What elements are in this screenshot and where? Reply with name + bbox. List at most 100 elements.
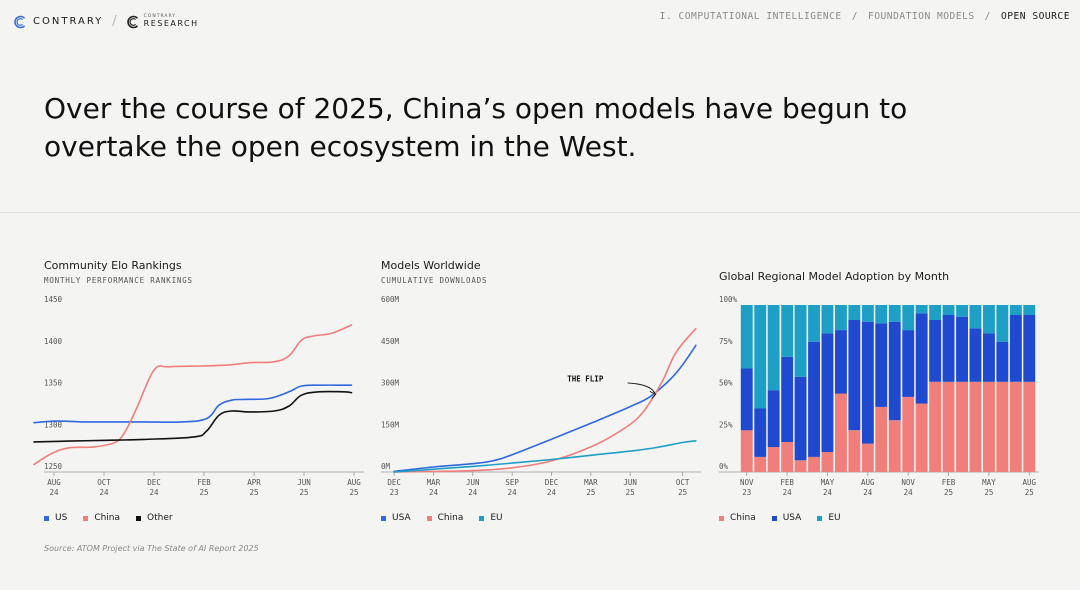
legend-swatch-eu (817, 515, 823, 521)
bar-china (835, 393, 847, 472)
breadcrumb-item-foundation-models[interactable]: FOUNDATION MODELS (867, 11, 975, 22)
elo-chart-subtitle: MONTHLY PERFORMANCE RANKINGS (44, 276, 193, 285)
y-tick-label: 0% (719, 462, 729, 471)
x-tick-label: 23 (742, 488, 751, 497)
bar-eu (835, 305, 847, 331)
series-line-usa (393, 344, 697, 473)
x-tick-label: FEB (197, 478, 211, 487)
bar-eu (1023, 305, 1036, 315)
bar-usa (888, 321, 901, 421)
x-tick-label: 25 (1025, 488, 1034, 497)
bar-china (942, 381, 955, 472)
legend-label-china: China (94, 513, 121, 523)
bar-eu (1009, 305, 1022, 315)
bar-eu (969, 305, 982, 329)
y-tick-label: 0M (381, 462, 391, 471)
bar-usa (861, 321, 874, 444)
x-tick-label: JUN (466, 478, 480, 487)
x-tick-label: 25 (626, 488, 635, 497)
x-tick-label: MAY (821, 478, 835, 487)
bar-eu (861, 305, 874, 322)
legend-label-usa: USA (782, 513, 802, 523)
downloads-chart: 600M450M300M150M0MDEC23MAR24JUN24SEP24DE… (381, 295, 701, 497)
legend-swatch-eu (479, 515, 485, 521)
y-tick-label: 300M (381, 379, 400, 388)
x-tick-label: NOV (901, 478, 915, 487)
bar-usa (915, 313, 928, 404)
bar-eu (956, 305, 968, 317)
bar-china (767, 446, 780, 472)
bar-usa (1009, 315, 1022, 382)
bar-eu (808, 305, 820, 342)
bar-eu (767, 305, 780, 391)
bar-eu (996, 305, 1009, 342)
bar-usa (996, 341, 1009, 382)
x-tick-label: 24 (49, 488, 59, 497)
series-line-china (393, 327, 697, 473)
x-tick-label: NOV (740, 478, 754, 487)
x-tick-label: 25 (349, 488, 358, 497)
breadcrumb: I. COMPUTATIONAL INTELLIGENCE / FOUNDATION… (660, 11, 1070, 22)
bar-china (1023, 381, 1036, 472)
x-tick-label: MAY (982, 478, 996, 487)
bar-china (956, 381, 968, 472)
bar-usa (848, 320, 861, 431)
legend-label-usa: USA (392, 513, 411, 523)
x-tick-label: FEB (942, 478, 956, 487)
y-tick-label: 450M (381, 337, 400, 346)
legend-swatch-china (83, 515, 89, 521)
x-tick-label: 24 (904, 488, 914, 497)
legend-item-us: US (44, 513, 67, 523)
bar-usa (808, 341, 820, 457)
bar-usa (929, 320, 942, 382)
legend-label-eu: EU (828, 513, 841, 523)
bar-china (861, 443, 874, 472)
bar-china (794, 460, 807, 472)
bar-usa (956, 316, 968, 382)
bar-eu (875, 305, 888, 324)
x-tick-label: MAR (584, 478, 598, 487)
legend-label-eu: EU (490, 513, 503, 523)
series-line-us (33, 384, 353, 424)
research-logo-icon (126, 15, 138, 28)
y-tick-label: 1250 (44, 462, 63, 471)
series-line-eu (393, 440, 697, 473)
top-bar: CONTRARY / CONTRARY RESEARCH I. COMPUTAT… (0, 0, 1080, 40)
bar-china (983, 381, 995, 472)
x-tick-label: 25 (299, 488, 308, 497)
y-tick-label: 25% (719, 420, 733, 429)
y-tick-label: 50% (719, 379, 733, 388)
annotation-arrow (627, 382, 656, 394)
x-tick-label: 24 (149, 488, 159, 497)
legend-label-us: US (55, 513, 68, 523)
x-tick-label: 24 (547, 488, 557, 497)
legend-swatch-china (426, 515, 432, 521)
legend-label-other: Other (147, 513, 173, 523)
y-tick-label: 75% (719, 337, 733, 346)
x-tick-label: FEB (780, 478, 794, 487)
legend-item-other: Other (136, 513, 173, 523)
breadcrumb-item-open-source[interactable]: OPEN SOURCE (1000, 11, 1070, 22)
brand-name: CONTRARY (33, 16, 104, 27)
bar-usa (969, 328, 982, 382)
x-tick-label: OCT (97, 478, 111, 487)
adoption-chart: 100%75%50%25%0%NOV23FEB24MAY24AUG24NOV24… (719, 295, 1039, 497)
series-line-china (33, 324, 353, 466)
bar-china (915, 403, 928, 472)
x-tick-label: DEC (147, 478, 161, 487)
x-tick-label: 24 (508, 488, 518, 497)
bar-china (821, 452, 834, 472)
breadcrumb-item-computational-intelligence[interactable]: I. COMPUTATIONAL INTELLIGENCE (659, 11, 842, 22)
bar-eu (781, 305, 794, 357)
x-tick-label: 24 (863, 488, 873, 497)
downloads-chart-subtitle: CUMULATIVE DOWNLOADS (381, 276, 488, 285)
bar-eu (942, 305, 955, 315)
y-tick-label: 150M (381, 420, 400, 429)
brand[interactable]: CONTRARY / CONTRARY RESEARCH (13, 14, 199, 29)
x-tick-label: DEC (545, 478, 559, 487)
downloads-chart-header: Models Worldwide CUMULATIVE DOWNLOADS (381, 259, 487, 285)
adoption-chart-header: Global Regional Model Adoption by Month (719, 270, 949, 283)
bar-eu (794, 305, 807, 377)
bar-china (808, 457, 820, 472)
x-tick-label: 25 (944, 488, 953, 497)
